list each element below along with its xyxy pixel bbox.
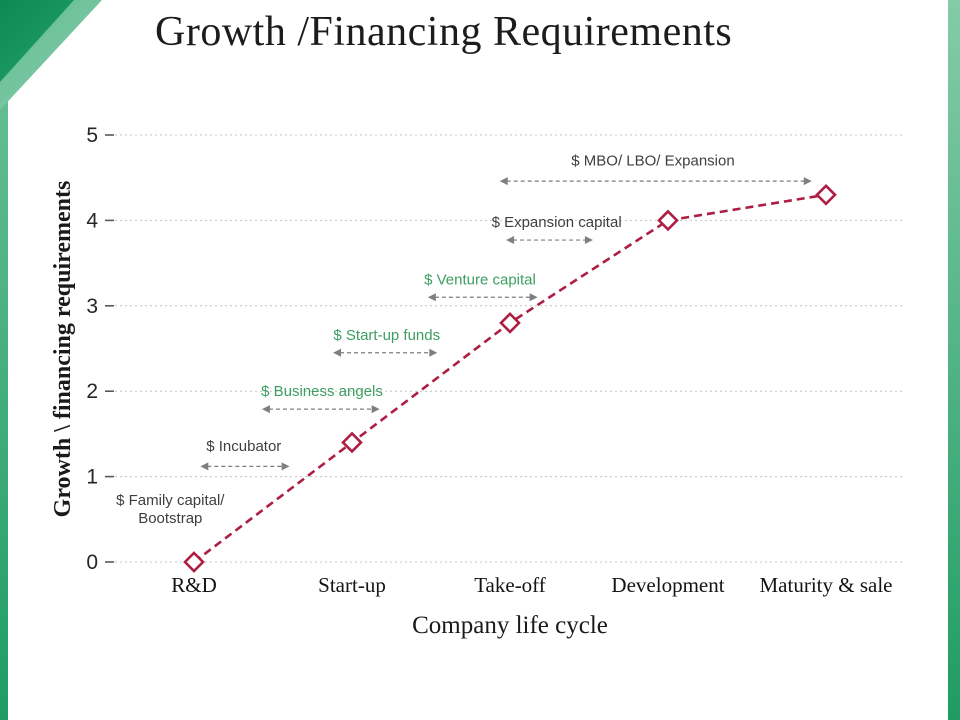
arrowhead-right (281, 462, 290, 471)
arrowhead-right (529, 293, 538, 302)
y-tick-label: 3 (86, 295, 98, 318)
data-point-marker (499, 312, 521, 334)
data-point-marker (341, 431, 363, 454)
annotation-label: $ Business angels (261, 383, 383, 400)
annotation-label: Bootstrap (138, 510, 202, 527)
annotation-label: $ Incubator (206, 438, 281, 455)
y-tick-label: 1 (86, 466, 98, 489)
x-category-label: Take-off (474, 573, 546, 597)
x-category-label: Maturity & sale (760, 573, 893, 597)
annotation-label: $ Venture capital (424, 271, 536, 288)
y-tick-label: 4 (86, 209, 98, 232)
annotation-label: $ Family capital/ (116, 492, 225, 509)
y-tick-label: 0 (86, 551, 98, 574)
arrowhead-right (429, 348, 438, 357)
y-tick-label: 5 (86, 124, 98, 147)
trend-line (193, 193, 827, 564)
arrowhead-left (427, 293, 436, 302)
annotation-label: $ MBO/ LBO/ Expansion (571, 153, 734, 170)
arrowhead-right (803, 177, 812, 186)
right-edge-decoration (948, 0, 960, 720)
arrowhead-right (584, 236, 593, 245)
slide-title: Growth /Financing Requirements (155, 9, 733, 55)
data-point-marker (815, 183, 837, 206)
x-category-label: Start-up (318, 573, 386, 597)
left-edge-decoration (0, 0, 8, 720)
arrowhead-left (261, 405, 270, 414)
arrowhead-left (200, 462, 209, 471)
data-point-marker (183, 551, 205, 573)
arrowhead-right (371, 405, 380, 414)
annotation-label: $ Start-up funds (333, 327, 440, 344)
annotation-label: $ Expansion capital (492, 214, 622, 231)
x-category-label: R&D (171, 573, 217, 597)
arrowhead-left (506, 236, 515, 245)
x-axis-title: Company life cycle (412, 612, 608, 639)
arrowhead-left (333, 348, 342, 357)
y-tick-label: 2 (86, 380, 98, 403)
data-point-marker (657, 209, 679, 232)
arrowhead-left (499, 177, 508, 186)
x-category-label: Development (611, 573, 724, 597)
